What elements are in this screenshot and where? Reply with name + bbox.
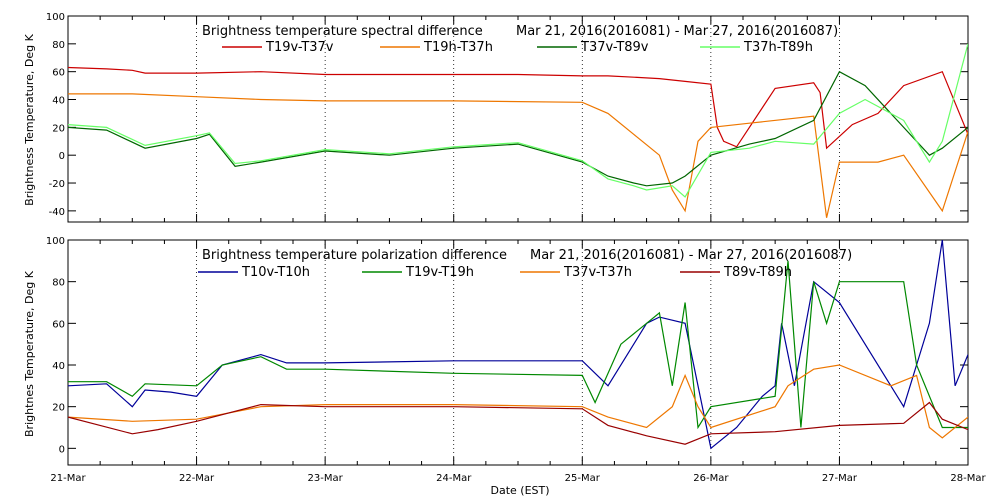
y-tick-label: 40 bbox=[52, 96, 65, 107]
y-tick-label: 0 bbox=[59, 444, 65, 455]
panel2-date-range: Mar 21, 2016(2016081) - Mar 27, 2016(201… bbox=[530, 248, 852, 263]
legend-label: T89v-T89h bbox=[723, 265, 792, 280]
series-line-t19h-t37h bbox=[68, 93, 968, 218]
x-axis-label: Date (EST) bbox=[490, 484, 549, 497]
y-tick-label: 20 bbox=[52, 123, 65, 134]
panel1-ylabel: Brightness Temperature, Deg K bbox=[23, 33, 36, 205]
x-tick-label: 24-Mar bbox=[436, 473, 472, 484]
series-line-t10v-t10h bbox=[68, 240, 968, 450]
y-tick-label: 0 bbox=[59, 151, 65, 162]
x-tick-label: 26-Mar bbox=[693, 473, 729, 484]
y-tick-label: 60 bbox=[52, 68, 65, 79]
y-tick-label: 80 bbox=[52, 40, 65, 51]
plot-frame bbox=[67, 239, 969, 466]
y-tick-label: 80 bbox=[52, 278, 65, 289]
x-tick-label: 25-Mar bbox=[565, 473, 601, 484]
series-line-t37v-t37h bbox=[68, 364, 968, 439]
x-tick-label: 28-Mar bbox=[950, 473, 986, 484]
y-tick-label: 40 bbox=[52, 361, 65, 372]
y-tick-label: -40 bbox=[49, 207, 65, 218]
legend-label: T10v-T10h bbox=[241, 265, 310, 280]
panel2-plot: 21-Mar 22-Mar 23-Mar 24-Mar 25-Mar 26-Mar 27-M… bbox=[46, 236, 987, 484]
y-tick-label: 60 bbox=[52, 319, 65, 330]
y-tick-label: 100 bbox=[46, 236, 65, 247]
panel2-title: Brightness temperature polarization diff… bbox=[202, 248, 507, 263]
series-line-t19v-t19h bbox=[68, 260, 968, 430]
series-line-t37v-t89v bbox=[68, 70, 968, 187]
y-tick-label: -20 bbox=[49, 179, 65, 190]
legend-label: T37h-T89h bbox=[743, 40, 813, 55]
y-tick-label: 100 bbox=[46, 12, 65, 23]
series-line-t19v-t37v bbox=[68, 66, 968, 150]
x-tick-label: 23-Mar bbox=[308, 473, 344, 484]
x-tick-label: 22-Mar bbox=[179, 473, 215, 484]
y-tick-label: 20 bbox=[52, 403, 65, 414]
x-tick-label: 27-Mar bbox=[822, 473, 858, 484]
legend-label: T37v-T89v bbox=[580, 40, 649, 55]
x-tick-label: 21-Mar bbox=[50, 473, 86, 484]
panel1-title: Brightness temperature spectral differen… bbox=[202, 24, 483, 39]
panel2-ylabel: Brightnes Temperature, Deg K bbox=[23, 270, 36, 437]
legend-label: T19v-T19h bbox=[405, 265, 474, 280]
series-line-t37h-t89h bbox=[68, 43, 968, 198]
series-line-t89v-t89h bbox=[68, 401, 968, 445]
panel1-date-range: Mar 21, 2016(2016081) - Mar 27, 2016(201… bbox=[516, 24, 838, 39]
legend-label: T37v-T37h bbox=[563, 265, 632, 280]
legend-label: T19h-T37h bbox=[423, 40, 493, 55]
panel1-plot: -40 -20 0 20 40 60 80 100 T19v-T37v T19h-T37h T37v… bbox=[46, 12, 969, 223]
legend-label: T19v-T37v bbox=[265, 40, 334, 55]
